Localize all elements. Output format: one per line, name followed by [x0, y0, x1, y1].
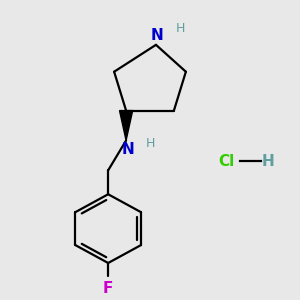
Text: N: N — [151, 28, 164, 43]
Text: H: H — [262, 154, 275, 169]
Text: F: F — [103, 281, 113, 296]
Text: H: H — [146, 137, 155, 150]
Text: H: H — [176, 22, 185, 35]
Text: Cl: Cl — [219, 154, 235, 169]
Polygon shape — [119, 111, 133, 140]
Text: N: N — [121, 142, 134, 157]
